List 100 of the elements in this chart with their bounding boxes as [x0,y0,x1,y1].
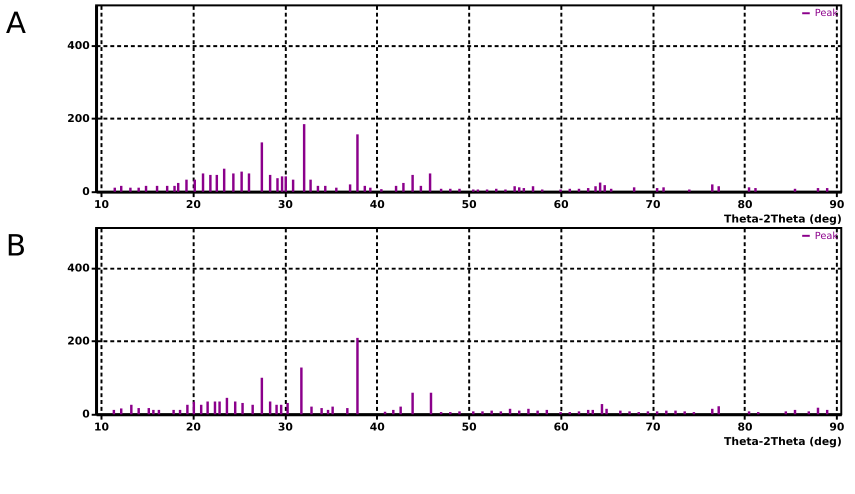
bar [600,404,604,414]
bar [402,182,405,192]
bar [662,187,665,192]
bar [513,186,516,192]
bar [683,411,686,414]
bar [392,410,395,414]
legend-label: Peak [814,8,838,20]
bar [481,411,484,414]
x-tick-label: 20 [186,198,201,211]
bar [326,410,330,414]
x-tick-label: 70 [646,198,661,211]
bar [275,404,278,414]
legend-label: Peak [814,230,838,242]
bar [428,173,432,192]
bar [748,411,750,414]
bar [156,186,158,192]
bar [711,408,714,414]
bar [280,404,282,414]
bar [784,411,788,414]
bar [748,187,750,192]
bar [411,392,414,414]
bar [324,186,327,192]
bar [173,186,176,192]
bar [286,402,289,414]
bar [518,187,520,192]
bar [137,188,140,192]
x-tick-label: 10 [94,198,109,211]
bar [114,188,116,192]
bar [604,185,606,192]
bar [420,186,422,192]
bar [194,180,196,192]
bar [300,368,303,414]
x-axis-title: Theta-2Theta (deg) [724,212,842,226]
bar [216,174,218,192]
bar [268,401,272,414]
x-tick-label: 30 [278,198,293,211]
bar [411,174,414,192]
bar [490,410,493,414]
y-tick-label: 200 [67,334,90,348]
y-tick-label: 0 [82,185,90,198]
y-tick-label: 0 [82,408,90,421]
bar [346,408,349,414]
bar [826,410,828,414]
bar [356,338,359,414]
bar [364,186,366,192]
bar [226,398,228,414]
bar [711,184,714,192]
bar [399,406,402,414]
x-tick-label: 90 [829,420,844,434]
bar [586,410,590,414]
bar [284,176,287,192]
bar [240,172,243,192]
y-tick-label: 200 [67,112,90,126]
bar [186,404,189,414]
bar [522,188,526,192]
bar [268,174,272,192]
bar [394,186,398,192]
bar [592,410,594,414]
bar [632,187,636,192]
x-tick-label: 50 [462,198,477,211]
bar [120,186,122,192]
bar [172,410,175,414]
bar [309,180,312,192]
bar [518,410,520,414]
bar [176,182,180,192]
bar [206,401,209,414]
bar [241,402,244,414]
bar [356,134,359,192]
bar [202,173,204,192]
x-tick-label: 50 [462,420,477,434]
bar [646,411,650,414]
bar [380,189,383,192]
x-axis-title: Theta-2Theta (deg) [724,435,842,448]
bar [130,404,133,414]
bar [717,186,720,192]
bar [348,184,352,192]
bar [292,180,294,192]
bar [320,408,323,414]
bar [260,142,264,192]
bar [594,186,597,192]
bar [129,188,132,192]
bar [137,408,140,414]
bar [536,410,539,414]
x-tick-label: 90 [829,198,844,211]
bar [260,378,264,414]
bar [209,174,212,192]
x-tick-label: 80 [737,420,752,434]
bar [148,408,150,414]
bar [331,406,334,414]
bar [218,401,221,414]
x-tick-label: 60 [554,420,569,434]
bar [152,410,155,414]
bar [120,408,122,414]
bar [605,408,608,414]
bar [628,411,631,414]
bar [546,410,548,414]
bar [508,408,512,414]
bar [112,410,116,414]
bar [166,186,168,192]
bar [826,188,828,192]
